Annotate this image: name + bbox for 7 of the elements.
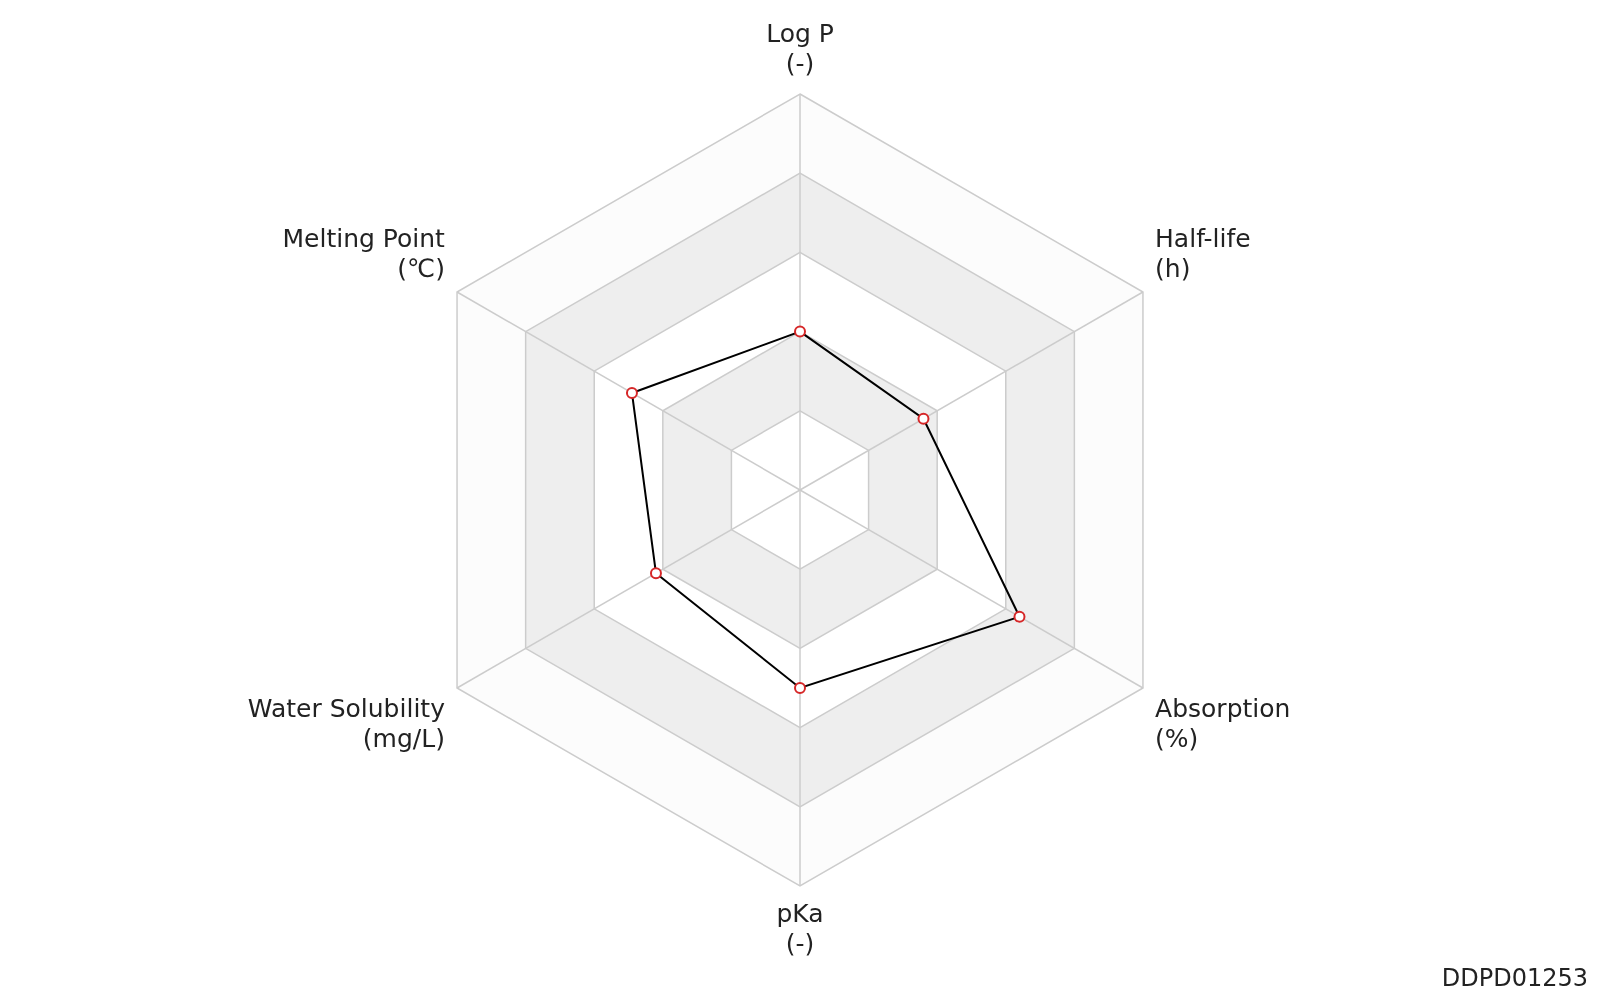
spoke-label: Melting Point (℃) (282, 223, 446, 283)
text: DDPD01253 (1441, 964, 1588, 992)
spoke-label: Log P (-) (766, 18, 834, 78)
spoke-label: pKa (-) (776, 898, 824, 958)
spoke-label: Absorption (%) (1155, 693, 1291, 753)
spoke-label: Water Solubility (mg/L) (247, 693, 446, 753)
spoke-label: Half-life (h) (1155, 223, 1251, 283)
